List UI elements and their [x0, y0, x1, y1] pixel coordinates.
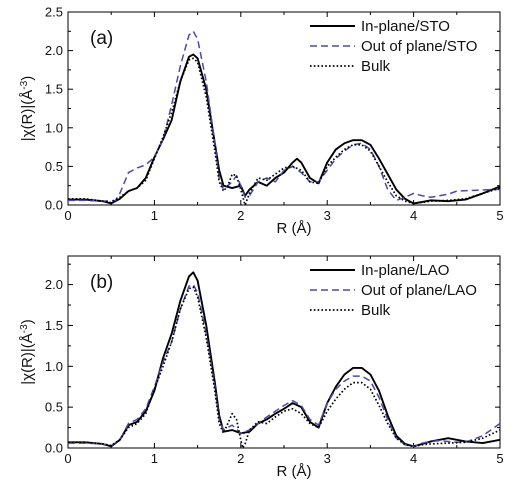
series-line-solid [68, 53, 501, 205]
y-tick-label: 2.0 [45, 277, 63, 292]
x-tick-label: 4 [410, 451, 417, 466]
x-tick-label: 4 [410, 208, 417, 223]
x-tick-label: 1 [151, 451, 158, 466]
series-line-dashed [68, 30, 500, 202]
y-tick-label: 1.0 [45, 120, 63, 135]
series-line-dotted [68, 286, 501, 449]
y-tick-label: 1.5 [45, 318, 63, 333]
y-tick-label: 0.0 [45, 198, 63, 213]
x-tick-label: 3 [324, 208, 331, 223]
panel-label: (a) [90, 28, 113, 49]
chart-panel-1: 0 1 2 3 4 5 0.0 0.5 1.0 1.5 2.0 R (Å) |χ(R)|(Å-3) (b)… [19, 255, 504, 480]
x-tick-label: 2 [237, 451, 244, 466]
x-tick-label: 5 [496, 451, 503, 466]
x-axis-label: R (Å) [277, 463, 312, 480]
y-tick-label: 0.0 [45, 441, 63, 456]
legend-label: Out of plane/LAO [361, 282, 477, 299]
y-axis-label: |χ(R)|(Å-3) [19, 76, 37, 141]
y-axis-label-superscript: -3 [19, 324, 30, 333]
legend-label: In-plane/LAO [361, 262, 449, 279]
x-tick-label: 5 [496, 208, 503, 223]
series-line-dotted [68, 57, 501, 206]
x-tick-label: 0 [64, 208, 71, 223]
series-line-dashed [68, 283, 501, 448]
y-tick-label: 1.5 [45, 82, 63, 97]
y-tick-label: 2.5 [45, 5, 63, 20]
panel-label: (b) [90, 272, 113, 293]
y-axis-label-main: |χ(R)|(Å [19, 90, 36, 142]
legend-label: Bulk [361, 58, 391, 75]
y-axis-label-main: |χ(R)|(Å [19, 333, 36, 385]
chart-panel-0: 0 1 2 3 4 5 0.0 0.5 1.0 1.5 2.0 2.5 R (Å) |χ(R)|(Å-3)… [19, 5, 504, 238]
legend-label: Bulk [361, 302, 391, 319]
y-tick-label: 0.5 [45, 400, 63, 415]
x-tick-label: 2 [237, 208, 244, 223]
y-axis-label-superscript: -3 [19, 80, 30, 89]
y-tick-label: 0.5 [45, 159, 63, 174]
y-axis-label: |χ(R)|(Å-3) [19, 319, 37, 384]
y-axis-label-close: ) [19, 319, 36, 324]
legend-label: In-plane/STO [361, 18, 450, 35]
x-axis-label: R (Å) [277, 220, 312, 237]
x-tick-label: 1 [151, 208, 158, 223]
legend-label: Out of plane/STO [361, 38, 477, 55]
x-tick-label: 3 [324, 451, 331, 466]
y-tick-label: 1.0 [45, 359, 63, 374]
y-tick-label: 2.0 [45, 43, 63, 58]
x-tick-label: 0 [64, 451, 71, 466]
y-axis-label-close: ) [19, 76, 36, 81]
